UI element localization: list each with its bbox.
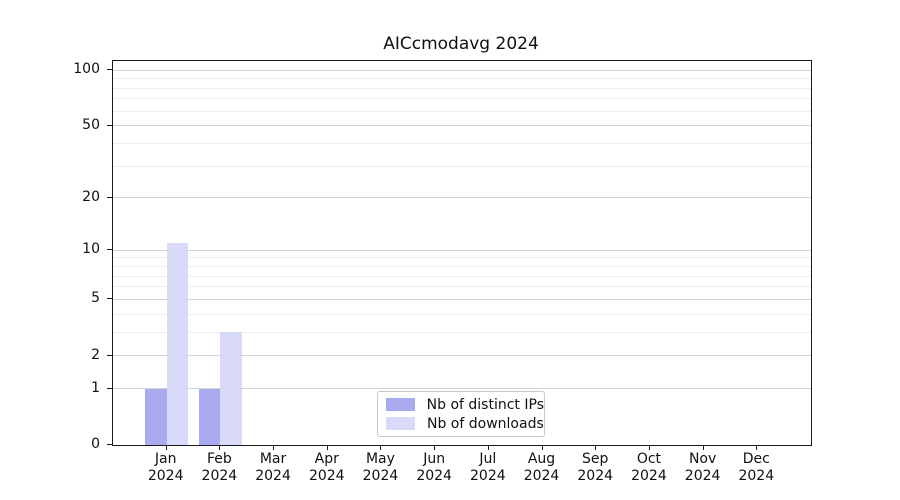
x-tick-month: Sep [582,451,609,467]
x-tick-month: Mar [259,451,287,467]
x-tick-oct [648,445,650,450]
y-tick-label-10: 10 [82,241,100,258]
x-tick-label-apr: Apr 2024 [287,451,367,485]
y-tick-label-20: 20 [82,188,100,205]
x-tick-label-sep: Sep 2024 [555,451,635,485]
x-tick-month: Apr [314,451,339,467]
x-tick-year: 2024 [523,468,560,484]
x-tick-label-nov: Nov 2024 [663,451,743,485]
x-tick-mar [273,445,275,450]
x-tick-may [380,445,382,450]
x-tick-apr [326,445,328,450]
x-tick-label-feb: Feb 2024 [179,451,259,485]
x-tick-label-dec: Dec 2024 [716,451,796,485]
gridline-major-1 [113,388,811,390]
y-tick-50 [107,124,112,126]
gridline-minor-4 [113,313,811,315]
gridline-major-5 [113,298,811,300]
x-tick-year: 2024 [362,468,399,484]
x-tick-label-may: May 2024 [340,451,420,485]
x-tick-month: Jul [479,451,497,467]
x-tick-aug [541,445,543,450]
x-tick-nov [702,445,704,450]
x-tick-month: Aug [527,451,556,467]
gridline-minor-70 [113,98,811,100]
gridline-minor-30 [113,165,811,167]
x-tick-jul [487,445,489,450]
gridline-minor-90 [113,78,811,80]
x-tick-label-mar: Mar 2024 [233,451,313,485]
gridline-major-100 [113,69,811,71]
chart-title: AICcmodavg 2024 [383,34,539,54]
x-tick-year: 2024 [255,468,291,484]
x-tick-month: May [365,451,395,467]
legend-label-downloads: Nb of downloads [427,415,544,432]
x-tick-year: 2024 [631,468,667,484]
x-tick-month: Jan [154,451,177,467]
gridline-minor-3 [113,331,811,333]
gridline-major-2 [113,355,811,357]
gridline-minor-8 [113,266,811,268]
y-tick-label-1: 1 [91,379,100,396]
x-tick-feb [219,445,221,450]
x-tick-year: 2024 [147,468,184,484]
x-tick-year: 2024 [684,468,721,484]
y-tick-label-50: 50 [82,116,100,133]
x-tick-month: Dec [742,451,770,467]
y-tick-label-5: 5 [91,290,100,307]
y-tick-20 [107,196,112,198]
x-tick-label-aug: Aug 2024 [502,451,582,485]
legend-swatch-downloads [386,417,415,430]
x-tick-year: 2024 [470,468,506,484]
bar-nb-of-downloads-jan [166,243,189,445]
x-tick-year: 2024 [738,468,775,484]
x-tick-label-jan: Jan 2024 [126,451,206,485]
bar-nb-of-distinct-ips-jan [145,388,167,445]
gridline-major-50 [113,125,811,127]
gridline-major-20 [113,197,811,199]
y-tick-label-2: 2 [91,346,100,363]
x-tick-sep [595,445,597,450]
gridline-minor-7 [113,275,811,277]
legend-label-distinct-ips: Nb of distinct IPs [426,396,544,413]
legend-swatch-distinct-ips [386,398,415,411]
legend-item-distinct-ips: Nb of distinct IPs [386,397,544,413]
y-tick-label-0: 0 [91,436,100,452]
x-tick-month: Feb [206,451,232,467]
y-tick-0 [107,444,112,445]
x-tick-year: 2024 [308,468,345,484]
y-tick-label-100: 100 [73,61,100,78]
y-tick-2 [107,354,112,356]
x-tick-label-oct: Oct 2024 [609,451,689,485]
bar-nb-of-downloads-feb [220,332,242,445]
y-tick-1 [107,387,112,389]
x-tick-dec [756,445,758,450]
x-tick-year: 2024 [577,468,614,484]
x-tick-month: Oct [636,451,662,467]
gridline-minor-60 [113,110,811,112]
x-tick-label-jun: Jun 2024 [394,451,474,485]
plot-area [112,60,812,446]
gridline-minor-9 [113,257,811,259]
y-tick-5 [107,298,112,300]
x-tick-jun [434,445,436,450]
gridline-minor-6 [113,286,811,288]
legend-item-downloads: Nb of downloads [386,416,544,432]
x-tick-month: Jun [423,451,446,467]
y-tick-100 [107,69,112,71]
y-tick-10 [107,249,112,251]
gridline-major-10 [113,249,811,251]
gridline-minor-40 [113,142,811,144]
x-tick-year: 2024 [201,468,238,484]
bar-nb-of-distinct-ips-feb [198,388,221,445]
x-tick-year: 2024 [416,468,452,484]
x-tick-jan [165,445,167,450]
x-tick-label-jul: Jul 2024 [448,451,528,485]
x-tick-month: Nov [688,451,717,467]
gridline-minor-80 [113,87,811,89]
legend: Nb of distinct IPs Nb of downloads [377,391,545,437]
